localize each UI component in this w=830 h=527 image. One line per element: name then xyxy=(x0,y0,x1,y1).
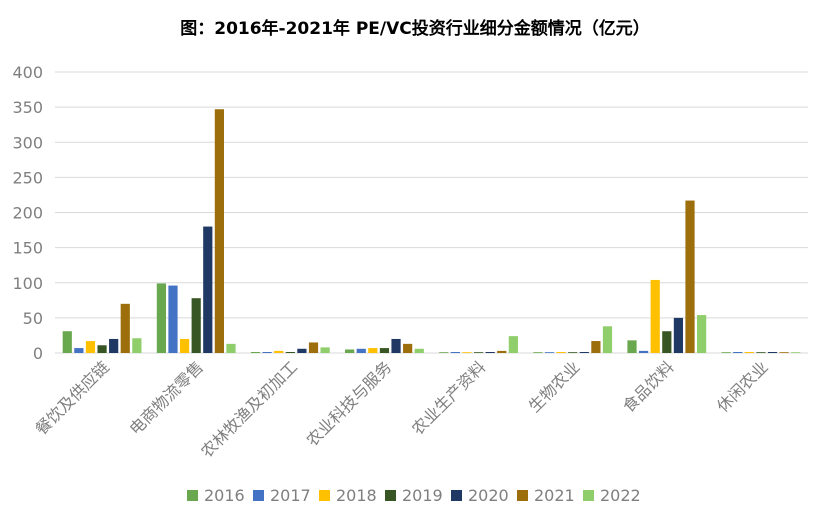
bar-2020-0 xyxy=(109,338,119,353)
bar-2022-3 xyxy=(414,348,424,353)
y-tick-label: 200 xyxy=(12,204,43,223)
y-tick-label: 50 xyxy=(23,309,43,328)
x-tick-label: 食品饮料 xyxy=(619,357,678,416)
legend-swatch-2017 xyxy=(253,490,264,501)
bar-2018-1 xyxy=(179,338,190,353)
bar-2019-0 xyxy=(97,345,107,353)
bar-2022-7 xyxy=(791,352,801,353)
bar-2018-2 xyxy=(274,350,284,353)
y-tick-label: 150 xyxy=(12,239,43,258)
y-tick-label: 400 xyxy=(12,63,43,82)
legend-label-2017: 2017 xyxy=(270,486,311,505)
bar-2020-1 xyxy=(203,226,213,353)
bar-2016-2 xyxy=(250,352,261,353)
y-axis: 0 50 100 150 200 250 300 350 400 xyxy=(12,63,43,363)
bar-2021-0 xyxy=(120,303,130,353)
bar-2019-6 xyxy=(662,331,672,353)
bar-2022-4 xyxy=(508,336,518,353)
bar-2022-6 xyxy=(697,315,707,353)
bar-2021-5 xyxy=(591,341,601,353)
bar-2021-4 xyxy=(497,350,507,353)
x-tick-label: 餐饮及供应链 xyxy=(32,357,113,438)
legend-swatch-2020 xyxy=(451,490,462,501)
gridlines xyxy=(55,71,808,354)
y-tick-label: 0 xyxy=(33,344,43,363)
bar-2016-5 xyxy=(533,352,543,353)
bar-2016-1 xyxy=(156,283,166,353)
legend: 2016 2017 2018 2019 2020 2021 2022 xyxy=(187,486,641,505)
bar-2020-6 xyxy=(673,317,684,353)
bar-2021-3 xyxy=(403,343,413,353)
bar-2018-0 xyxy=(85,341,96,353)
y-tick-label: 100 xyxy=(12,274,43,293)
legend-label-2021: 2021 xyxy=(534,486,575,505)
bar-2017-5 xyxy=(544,352,555,353)
y-tick-label: 250 xyxy=(12,168,43,187)
legend-swatch-2021 xyxy=(517,490,528,501)
legend-swatch-2016 xyxy=(187,490,198,501)
bar-2019-4 xyxy=(473,352,484,353)
bar-2016-0 xyxy=(62,331,72,353)
bars xyxy=(62,109,801,353)
bar-2017-4 xyxy=(450,352,460,353)
legend-swatch-2018 xyxy=(319,490,330,501)
x-tick-label: 农业科技与服务 xyxy=(303,357,396,450)
bar-2017-3 xyxy=(356,348,366,353)
x-tick-label: 电商物流零售 xyxy=(126,357,207,438)
bar-2021-2 xyxy=(308,342,319,353)
bar-2016-7 xyxy=(721,352,731,353)
bar-2019-5 xyxy=(568,352,578,353)
bar-2016-6 xyxy=(627,340,637,353)
chart-title: 图：2016年-2021年 PE/VC投资行业细分金额情况（亿元） xyxy=(180,19,650,39)
bar-2018-4 xyxy=(462,352,472,353)
bar-2018-6 xyxy=(650,279,660,353)
bar-2019-7 xyxy=(756,352,766,353)
x-tick-label: 休闲农业 xyxy=(713,357,772,416)
bar-2017-2 xyxy=(262,352,272,353)
bar-2017-1 xyxy=(168,285,178,353)
y-tick-label: 350 xyxy=(12,98,43,117)
bar-2018-5 xyxy=(556,352,566,353)
bar-2020-4 xyxy=(485,352,495,353)
x-tick-label: 农林牧渔及初加工 xyxy=(197,357,301,461)
bar-2017-7 xyxy=(733,352,743,353)
bar-2021-7 xyxy=(779,352,789,353)
bar-2021-6 xyxy=(685,200,695,353)
bar-2016-3 xyxy=(345,349,355,353)
bar-2019-2 xyxy=(285,352,295,353)
bar-2016-4 xyxy=(439,352,449,353)
bar-2018-7 xyxy=(744,352,754,353)
x-tick-label: 农业生产资料 xyxy=(408,357,489,438)
bar-2017-0 xyxy=(74,348,84,353)
bar-2022-2 xyxy=(320,347,330,353)
x-tick-label: 生物农业 xyxy=(525,357,584,416)
legend-label-2020: 2020 xyxy=(468,486,509,505)
legend-label-2019: 2019 xyxy=(402,486,443,505)
bar-2020-2 xyxy=(297,348,307,353)
bar-2022-0 xyxy=(132,338,142,353)
bar-2017-6 xyxy=(639,350,649,353)
bar-2022-5 xyxy=(602,326,613,353)
bar-2022-1 xyxy=(226,343,236,353)
bar-2021-1 xyxy=(214,109,224,353)
bar-2020-5 xyxy=(579,352,589,353)
bar-2018-3 xyxy=(368,348,378,353)
legend-label-2016: 2016 xyxy=(204,486,245,505)
legend-label-2018: 2018 xyxy=(336,486,377,505)
legend-swatch-2019 xyxy=(385,490,396,501)
y-tick-label: 300 xyxy=(12,133,43,152)
bar-2019-1 xyxy=(191,298,201,353)
bar-2020-3 xyxy=(391,338,401,353)
bar-2020-7 xyxy=(767,352,778,353)
legend-label-2022: 2022 xyxy=(600,486,641,505)
legend-swatch-2022 xyxy=(583,490,594,501)
bar-2019-3 xyxy=(379,348,390,353)
